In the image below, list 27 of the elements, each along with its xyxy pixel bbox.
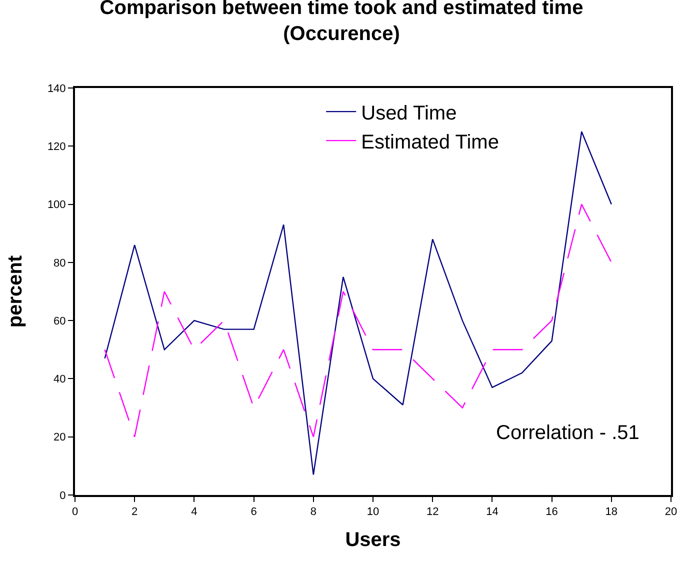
y-tick-label: 0 bbox=[60, 490, 66, 502]
x-tick-label: 18 bbox=[605, 506, 618, 518]
line-series bbox=[104, 204, 612, 438]
x-tick-label: 2 bbox=[132, 506, 138, 518]
annotation: Correlation - .51 bbox=[496, 422, 640, 444]
y-tick-label: 100 bbox=[47, 199, 66, 212]
x-tick-label: 10 bbox=[366, 506, 380, 518]
y-tick-label: 60 bbox=[54, 315, 66, 328]
y-tick-label: 80 bbox=[54, 257, 66, 270]
x-tick-label: 20 bbox=[664, 506, 678, 518]
x-tick-label: 6 bbox=[250, 506, 257, 518]
legend-label: Estimated Time bbox=[361, 131, 499, 154]
x-tick-label: 12 bbox=[426, 506, 439, 518]
y-tick-label: 40 bbox=[54, 374, 66, 386]
line-series bbox=[104, 131, 612, 476]
y-tick-label: 120 bbox=[47, 140, 66, 153]
x-tick-label: 16 bbox=[546, 506, 558, 518]
chart-title: Comparison between time took and estimated time (Occurence) bbox=[100, 0, 584, 46]
y-tick-label: 140 bbox=[47, 82, 66, 95]
x-tick-label: 14 bbox=[486, 506, 498, 518]
x-tick-label: 4 bbox=[191, 506, 198, 518]
y-axis-title: percent bbox=[4, 255, 26, 328]
y-tick-label: 20 bbox=[54, 432, 66, 444]
legend-label: Used Time bbox=[361, 102, 457, 124]
x-axis-title: Users bbox=[345, 529, 401, 552]
x-tick-label: 8 bbox=[310, 506, 316, 518]
x-tick-label: 0 bbox=[72, 506, 78, 518]
